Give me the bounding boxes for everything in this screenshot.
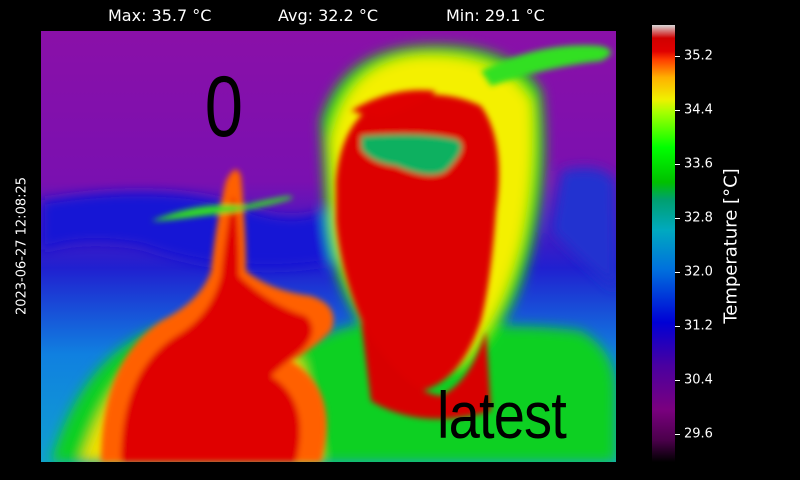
sunglasses bbox=[361, 134, 462, 175]
hat-brim-top bbox=[481, 45, 611, 86]
neck-hot bbox=[361, 321, 491, 419]
frame-number: 0 bbox=[204, 59, 244, 155]
colorbar-label: Temperature [°C] bbox=[720, 168, 742, 324]
colorbar-tick-label: 31.2 bbox=[684, 318, 713, 334]
colorbar-tick-label: 32.8 bbox=[684, 210, 713, 226]
hair-top-red bbox=[351, 90, 436, 119]
colorbar-tick-mark bbox=[675, 434, 680, 435]
frame-label: latest bbox=[437, 378, 567, 452]
colorbar-tick-label: 34.4 bbox=[684, 102, 713, 118]
min-temperature: Min: 29.1 °C bbox=[446, 6, 545, 25]
thermal-image bbox=[41, 31, 616, 462]
colorbar-tick-label: 32.0 bbox=[684, 264, 713, 280]
colorbar-tick-mark bbox=[675, 272, 680, 273]
colorbar-tick-mark bbox=[675, 326, 680, 327]
colorbar-tick-label: 33.6 bbox=[684, 156, 713, 172]
colorbar-tick-mark bbox=[675, 164, 680, 165]
face-hot bbox=[336, 94, 499, 392]
colorbar-tick-mark bbox=[675, 56, 680, 57]
max-temperature: Max: 35.7 °C bbox=[108, 6, 212, 25]
finger-glow bbox=[151, 196, 293, 221]
capture-timestamp: 2023-06-27 12:08:25 bbox=[14, 176, 30, 316]
cold-band bbox=[41, 192, 341, 269]
colorbar-tick-mark bbox=[675, 380, 680, 381]
hand-hot bbox=[121, 196, 313, 462]
colorbar bbox=[652, 25, 675, 462]
colorbar-tick-label: 30.4 bbox=[684, 372, 713, 388]
colorbar-tick-mark bbox=[675, 218, 680, 219]
colorbar-tick-label: 35.2 bbox=[684, 48, 713, 64]
colorbar-tick-mark bbox=[675, 110, 680, 111]
avg-temperature: Avg: 32.2 °C bbox=[278, 6, 378, 25]
colorbar-tick-label: 29.6 bbox=[684, 426, 713, 442]
